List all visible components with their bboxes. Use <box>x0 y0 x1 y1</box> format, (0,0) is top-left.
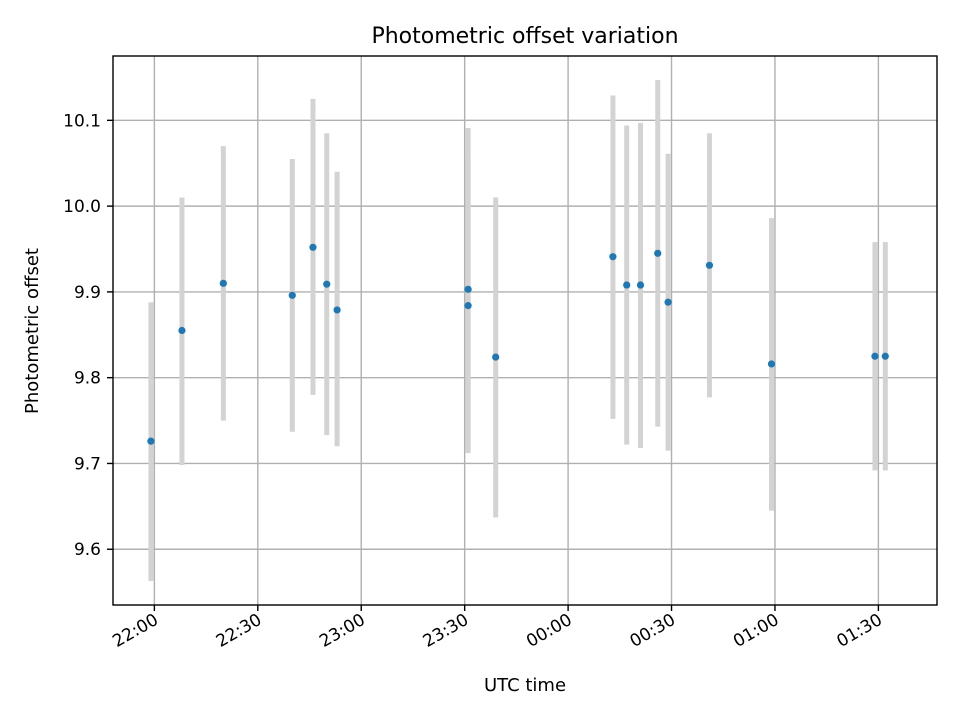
y-tick-label: 9.8 <box>74 369 101 389</box>
x-tick-label: 22:00 <box>109 610 161 652</box>
y-tick-label: 9.7 <box>74 454 101 474</box>
data-point <box>309 243 317 251</box>
data-point <box>323 280 331 288</box>
plot-frame <box>112 55 938 606</box>
data-point <box>767 360 776 368</box>
x-axis-ticks: 22:00 22:30 23:00 23:30 00:00 00:30 01:00 01:30 <box>109 605 886 652</box>
y-axis-label: Photometric offset <box>22 248 43 414</box>
data-point <box>178 326 186 335</box>
y-tick-label: 10.1 <box>63 111 101 131</box>
data-point <box>881 352 889 360</box>
grid <box>113 56 937 605</box>
data-point <box>636 281 645 289</box>
data-point <box>147 437 155 445</box>
data-point <box>492 353 500 361</box>
data-point <box>609 253 617 261</box>
x-tick-label: 00:30 <box>627 610 679 652</box>
data-point <box>664 298 672 306</box>
y-axis-ticks: 9.6 9.7 9.8 9.9 10.0 10.1 <box>63 111 113 560</box>
x-tick-label: 22:30 <box>213 610 265 652</box>
data-point <box>333 306 341 314</box>
x-tick-label: 01:00 <box>730 610 782 652</box>
x-tick-label: 00:00 <box>523 610 575 652</box>
data-point <box>871 352 879 360</box>
y-tick-label: 10.0 <box>63 197 101 217</box>
x-tick-label: 01:30 <box>833 610 885 652</box>
y-tick-label: 9.9 <box>74 283 101 303</box>
x-axis-label: UTC time <box>484 675 566 696</box>
data-point <box>654 249 662 257</box>
y-tick-label: 9.6 <box>74 540 101 560</box>
data-point <box>705 261 714 269</box>
data-point <box>623 281 631 289</box>
data-point <box>219 279 227 287</box>
data-points <box>147 243 889 445</box>
data-point <box>288 291 296 299</box>
data-point <box>464 302 472 310</box>
x-tick-label: 23:30 <box>420 610 472 652</box>
chart-title: Photometric offset variation <box>371 24 678 49</box>
data-point <box>464 285 472 293</box>
x-tick-label: 23:00 <box>316 610 368 652</box>
